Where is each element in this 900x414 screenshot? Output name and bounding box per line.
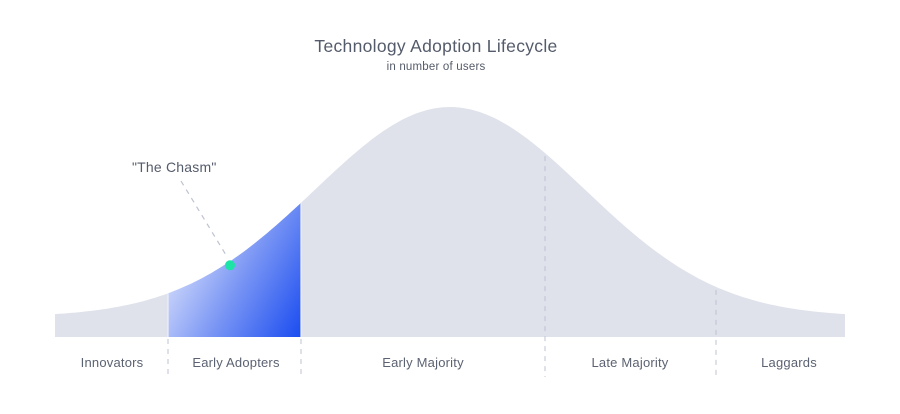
chasm-leader-line xyxy=(180,180,227,256)
chasm-annotation-label: "The Chasm" xyxy=(132,159,217,175)
chart-subtitle: in number of users xyxy=(386,61,486,73)
segment-label-early-adopters: Early Adopters xyxy=(192,355,280,370)
chart-title: Technology Adoption Lifecycle xyxy=(314,36,558,56)
segment-dividers xyxy=(167,156,717,377)
segment-label-early-majority: Early Majority xyxy=(382,355,464,370)
segment-label-late-majority: Late Majority xyxy=(591,355,669,370)
early-adopters-highlight-area xyxy=(168,202,301,337)
segment-label-laggards: Laggards xyxy=(761,355,817,370)
chasm-marker-dot xyxy=(225,260,235,271)
segment-label-innovators: Innovators xyxy=(80,355,144,370)
